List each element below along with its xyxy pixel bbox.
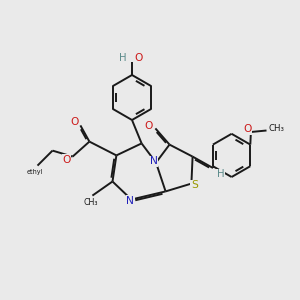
Text: O: O (134, 53, 143, 63)
Text: N: N (126, 196, 134, 206)
Text: O: O (62, 154, 71, 165)
Text: O: O (243, 124, 251, 134)
Text: CH₃: CH₃ (84, 198, 98, 207)
Text: S: S (191, 180, 198, 190)
Text: O: O (145, 121, 153, 131)
Text: ethyl: ethyl (26, 169, 43, 175)
Text: O: O (70, 117, 79, 127)
Text: N: N (150, 156, 158, 166)
Text: H: H (119, 53, 127, 63)
Text: H: H (217, 169, 224, 179)
Text: CH₃: CH₃ (268, 124, 284, 133)
